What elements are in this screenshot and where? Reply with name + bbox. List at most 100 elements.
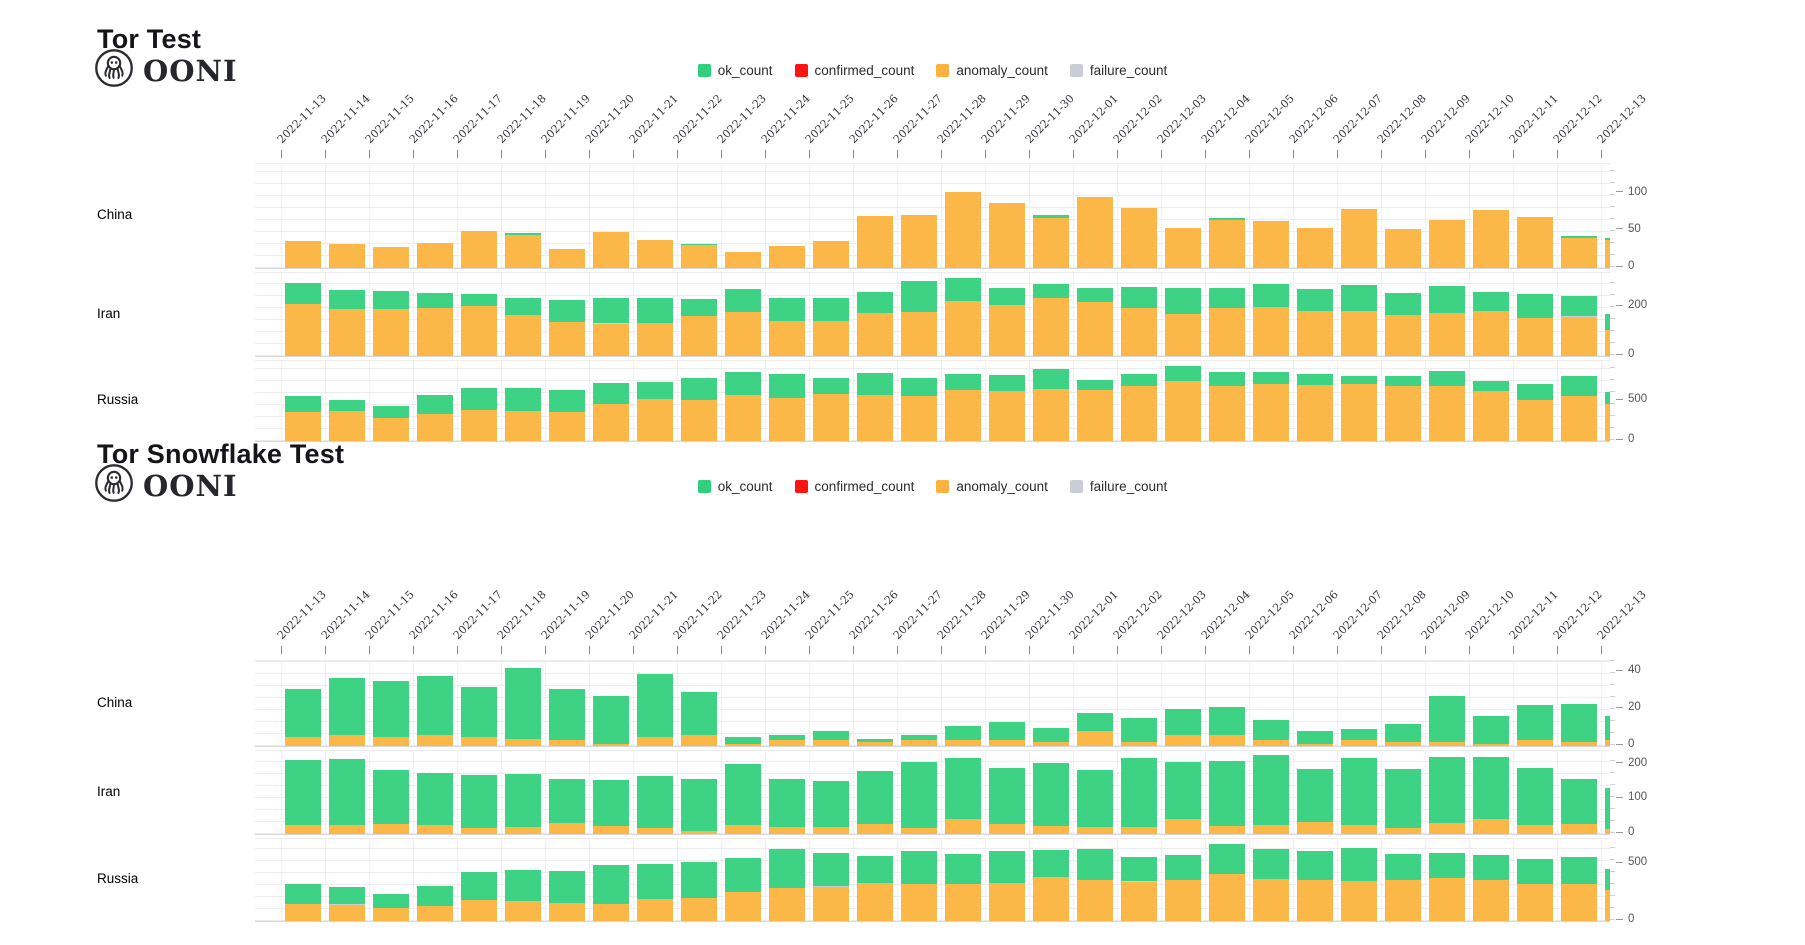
bar-anomaly-russia-2022-12-01[interactable] (1077, 390, 1113, 441)
bar-anomaly-china-2022-11-16[interactable] (417, 242, 453, 268)
bar-ok-russia-2022-12-10[interactable] (1473, 855, 1509, 881)
bar-anomaly-china-2022-12-01[interactable] (1077, 731, 1113, 746)
bar-anomaly-iran-2022-11-15[interactable] (373, 823, 409, 834)
bar-anomaly-iran-2022-12-04[interactable] (1209, 826, 1245, 834)
bar-anomaly-china-2022-11-18[interactable] (505, 738, 541, 746)
bar-ok-iran-2022-11-19[interactable] (549, 778, 585, 823)
bar-ok-russia-2022-11-16[interactable] (417, 886, 453, 906)
bar-anomaly-china-2022-11-27[interactable] (901, 740, 937, 746)
bar-ok-iran-2022-11-23[interactable] (725, 289, 761, 312)
bar-anomaly-russia-2022-11-21[interactable] (637, 899, 673, 921)
bar-ok-iran-2022-11-25[interactable] (813, 780, 849, 827)
bar-anomaly-russia-2022-12-05[interactable] (1253, 879, 1289, 921)
bar-ok-china-2022-12-05[interactable] (1253, 720, 1289, 741)
bar-ok-iran-2022-12-07[interactable] (1341, 284, 1377, 311)
bar-anomaly-china-2022-11-24[interactable] (769, 245, 805, 268)
bar-anomaly-iran-2022-11-21[interactable] (637, 323, 673, 356)
bar-anomaly-iran-2022-11-15[interactable] (373, 309, 409, 356)
bar-ok-china-2022-12-07[interactable] (1341, 729, 1377, 741)
bar-anomaly-russia-2022-12-06[interactable] (1297, 880, 1333, 921)
bar-ok-china-2022-11-13[interactable] (285, 688, 321, 737)
bar-anomaly-russia-2022-11-17[interactable] (461, 409, 497, 441)
bar-anomaly-iran-2022-12-04[interactable] (1209, 307, 1245, 356)
bar-ok-russia-2022-11-25[interactable] (813, 852, 849, 886)
bar-anomaly-china-2022-11-22[interactable] (681, 734, 717, 746)
bar-ok-china-2022-11-16[interactable] (417, 675, 453, 735)
bar-ok-china-2022-11-22[interactable] (681, 243, 717, 245)
bar-anomaly-russia-2022-12-04[interactable] (1209, 385, 1245, 441)
bar-anomaly-russia-2022-12-12[interactable] (1561, 395, 1597, 441)
bar-ok-iran-2022-11-24[interactable] (769, 297, 805, 321)
bar-anomaly-iran-2022-11-13[interactable] (285, 824, 321, 834)
bar-ok-china-2022-11-14[interactable] (329, 677, 365, 735)
bar-anomaly-iran-2022-11-27[interactable] (901, 311, 937, 356)
bar-anomaly-russia-2022-12-03[interactable] (1165, 381, 1201, 441)
bar-anomaly-russia-2022-12-02[interactable] (1121, 386, 1157, 441)
bar-anomaly-iran-2022-12-03[interactable] (1165, 313, 1201, 356)
bar-ok-china-2022-11-30[interactable] (1033, 215, 1069, 218)
bar-anomaly-iran-2022-11-29[interactable] (989, 823, 1025, 834)
bar-ok-iran-2022-11-16[interactable] (417, 293, 453, 309)
bar-anomaly-china-2022-12-06[interactable] (1297, 227, 1333, 268)
bar-anomaly-china-2022-12-08[interactable] (1385, 228, 1421, 268)
bar-anomaly-china-2022-12-04[interactable] (1209, 734, 1245, 746)
bar-anomaly-iran-2022-12-01[interactable] (1077, 301, 1113, 356)
bar-ok-iran-2022-11-23[interactable] (725, 763, 761, 826)
bar-anomaly-china-2022-12-05[interactable] (1253, 221, 1289, 268)
bar-anomaly-iran-2022-12-07[interactable] (1341, 825, 1377, 834)
bar-ok-russia-2022-12-02[interactable] (1121, 856, 1157, 882)
bar-anomaly-china-2022-11-13[interactable] (285, 736, 321, 746)
bar-anomaly-iran-2022-12-06[interactable] (1297, 310, 1333, 356)
bar-anomaly-china-2022-11-21[interactable] (637, 239, 673, 268)
bar-ok-russia-2022-12-13[interactable] (1605, 391, 1610, 405)
bar-anomaly-russia-2022-11-29[interactable] (989, 883, 1025, 921)
bar-failure-iran-2022-11-20[interactable] (593, 322, 629, 324)
bar-ok-iran-2022-11-22[interactable] (681, 778, 717, 831)
bar-anomaly-china-2022-11-21[interactable] (637, 736, 673, 746)
bar-anomaly-iran-2022-11-18[interactable] (505, 826, 541, 834)
bar-ok-russia-2022-11-16[interactable] (417, 395, 453, 414)
bar-ok-russia-2022-12-07[interactable] (1341, 847, 1377, 882)
bar-ok-russia-2022-11-19[interactable] (549, 389, 585, 412)
bar-ok-russia-2022-12-03[interactable] (1165, 366, 1201, 381)
bar-anomaly-russia-2022-11-13[interactable] (285, 903, 321, 921)
bar-anomaly-russia-2022-11-28[interactable] (945, 883, 981, 921)
bar-ok-russia-2022-11-17[interactable] (461, 388, 497, 410)
bar-ok-china-2022-11-17[interactable] (461, 686, 497, 737)
bar-ok-iran-2022-11-27[interactable] (901, 761, 937, 829)
bar-ok-iran-2022-12-11[interactable] (1517, 294, 1553, 319)
bar-ok-iran-2022-12-03[interactable] (1165, 287, 1201, 314)
bar-ok-russia-2022-11-21[interactable] (637, 863, 673, 900)
bar-ok-iran-2022-11-14[interactable] (329, 758, 365, 825)
bar-ok-iran-2022-12-05[interactable] (1253, 754, 1289, 826)
bar-anomaly-russia-2022-11-19[interactable] (549, 903, 585, 921)
bar-anomaly-russia-2022-12-13[interactable] (1605, 890, 1610, 921)
bar-ok-iran-2022-11-29[interactable] (989, 767, 1025, 824)
bar-anomaly-china-2022-11-17[interactable] (461, 230, 497, 268)
bar-anomaly-china-2022-12-07[interactable] (1341, 209, 1377, 268)
bar-ok-russia-2022-11-22[interactable] (681, 862, 717, 899)
bar-anomaly-iran-2022-12-11[interactable] (1517, 825, 1553, 834)
bar-anomaly-china-2022-11-22[interactable] (681, 244, 717, 268)
bar-ok-iran-2022-11-20[interactable] (593, 780, 629, 827)
bar-ok-iran-2022-12-13[interactable] (1605, 787, 1610, 829)
bar-ok-china-2022-12-12[interactable] (1561, 236, 1597, 239)
bar-anomaly-iran-2022-11-17[interactable] (461, 828, 497, 834)
bar-anomaly-china-2022-12-06[interactable] (1297, 744, 1333, 746)
bar-ok-china-2022-12-09[interactable] (1429, 696, 1465, 743)
bar-ok-iran-2022-12-02[interactable] (1121, 758, 1157, 828)
bar-anomaly-iran-2022-11-14[interactable] (329, 308, 365, 356)
bar-anomaly-russia-2022-11-29[interactable] (989, 391, 1025, 441)
bar-anomaly-iran-2022-12-08[interactable] (1385, 314, 1421, 356)
bar-anomaly-china-2022-12-04[interactable] (1209, 219, 1245, 268)
bar-ok-iran-2022-11-26[interactable] (857, 770, 893, 825)
bar-anomaly-russia-2022-12-09[interactable] (1429, 878, 1465, 921)
bar-anomaly-russia-2022-12-10[interactable] (1473, 880, 1509, 921)
bar-ok-iran-2022-11-25[interactable] (813, 298, 849, 321)
bar-anomaly-iran-2022-11-19[interactable] (549, 822, 585, 834)
bar-anomaly-iran-2022-12-13[interactable] (1605, 828, 1610, 834)
bar-ok-russia-2022-12-11[interactable] (1517, 384, 1553, 400)
bar-ok-iran-2022-11-18[interactable] (505, 773, 541, 827)
bar-ok-russia-2022-11-21[interactable] (637, 381, 673, 399)
bar-anomaly-russia-2022-12-06[interactable] (1297, 385, 1333, 441)
